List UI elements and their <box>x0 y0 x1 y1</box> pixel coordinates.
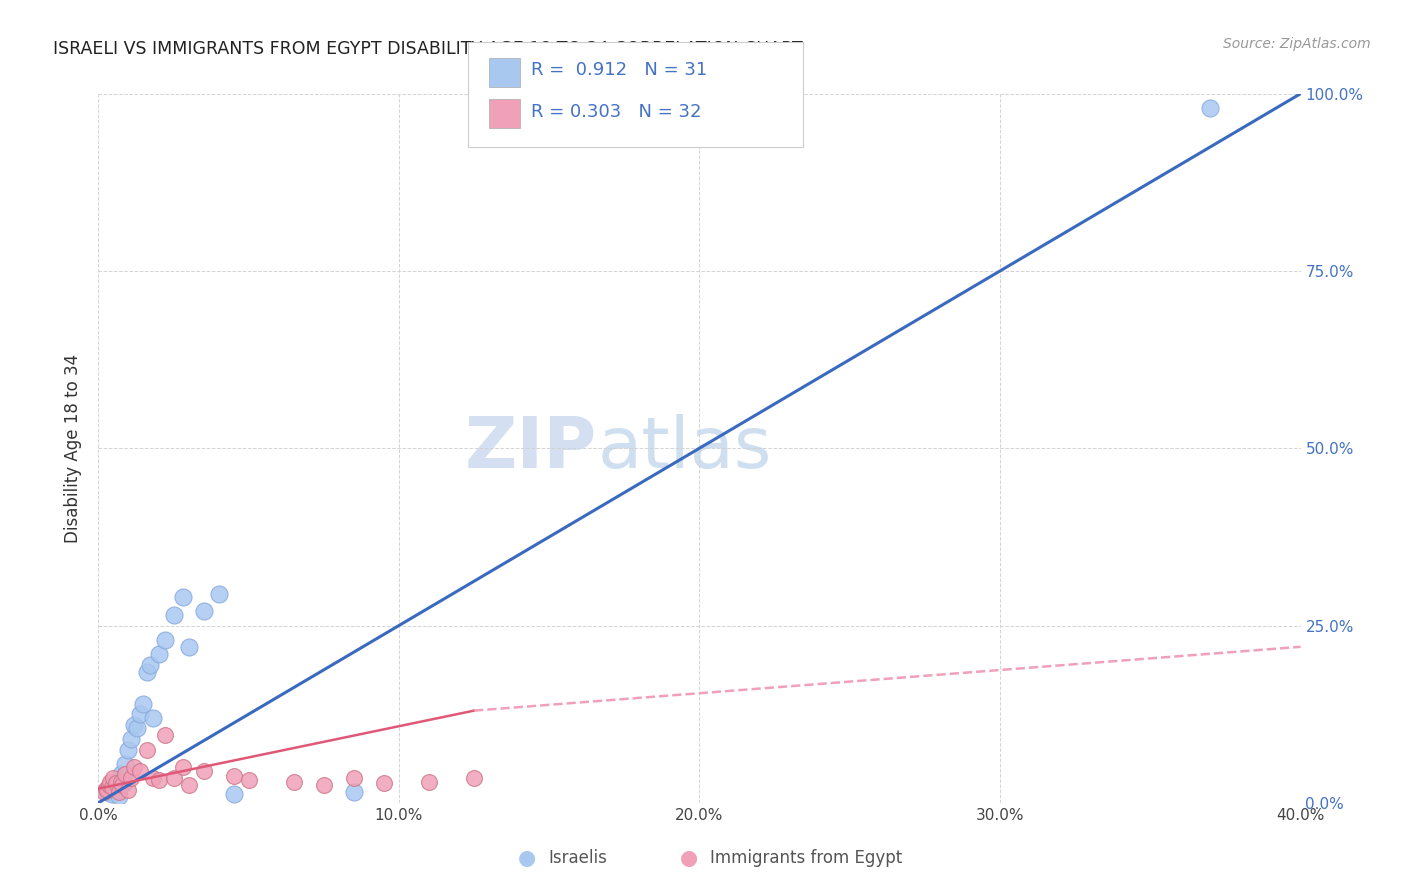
Point <box>373 776 395 790</box>
Point <box>153 728 176 742</box>
Point <box>127 722 149 736</box>
Point <box>208 586 231 600</box>
Point <box>97 778 120 792</box>
Point <box>117 783 139 797</box>
Point <box>193 604 215 618</box>
Text: Source: ZipAtlas.com: Source: ZipAtlas.com <box>1223 37 1371 52</box>
Point <box>1199 101 1222 115</box>
Point <box>103 778 125 792</box>
Point <box>312 778 335 792</box>
Point <box>135 742 157 756</box>
Point <box>112 776 135 790</box>
Point <box>463 771 485 785</box>
Text: R = 0.303   N = 32: R = 0.303 N = 32 <box>531 103 702 121</box>
Point <box>108 785 131 799</box>
Text: ●: ● <box>519 848 536 868</box>
Point <box>141 711 163 725</box>
Point <box>114 767 136 781</box>
Point <box>100 781 122 796</box>
Point <box>104 783 127 797</box>
Point <box>100 774 122 789</box>
Text: ●: ● <box>681 848 697 868</box>
Text: ZIP: ZIP <box>465 414 598 483</box>
Point <box>141 771 163 785</box>
Point <box>103 771 125 785</box>
Point <box>108 789 131 803</box>
Point <box>132 697 155 711</box>
Point <box>111 778 134 792</box>
Point <box>110 774 132 789</box>
Point <box>110 767 132 781</box>
Point <box>94 781 117 796</box>
Point <box>177 778 200 792</box>
Point <box>105 776 128 790</box>
Text: R =  0.912   N = 31: R = 0.912 N = 31 <box>531 62 707 79</box>
Point <box>129 764 152 778</box>
Point <box>101 780 124 795</box>
Text: Israelis: Israelis <box>548 849 607 867</box>
Point <box>107 780 129 795</box>
Point <box>172 760 194 774</box>
Point <box>129 707 152 722</box>
Point <box>343 771 366 785</box>
Point <box>222 769 245 783</box>
Y-axis label: Disability Age 18 to 34: Disability Age 18 to 34 <box>65 353 83 543</box>
Point <box>138 657 160 672</box>
Point <box>101 787 124 801</box>
Point <box>148 647 170 661</box>
Text: atlas: atlas <box>598 414 772 483</box>
Point <box>193 764 215 778</box>
Point <box>96 783 118 797</box>
Point <box>121 731 143 746</box>
Point <box>96 785 118 799</box>
Point <box>121 771 143 785</box>
Point <box>153 632 176 647</box>
Point <box>124 760 146 774</box>
Point <box>172 590 194 604</box>
Point <box>135 665 157 679</box>
Point <box>111 771 134 785</box>
Point <box>117 742 139 756</box>
Point <box>114 756 136 771</box>
Point <box>105 774 128 789</box>
Point <box>238 773 260 788</box>
Point <box>148 773 170 788</box>
Point <box>343 785 366 799</box>
Point <box>222 787 245 801</box>
Point <box>283 774 305 789</box>
Point <box>162 771 184 785</box>
Text: ISRAELI VS IMMIGRANTS FROM EGYPT DISABILITY AGE 18 TO 34 CORRELATION CHART: ISRAELI VS IMMIGRANTS FROM EGYPT DISABIL… <box>53 40 803 58</box>
Point <box>124 718 146 732</box>
Point <box>162 607 184 622</box>
Point <box>418 774 440 789</box>
Text: Immigrants from Egypt: Immigrants from Egypt <box>710 849 903 867</box>
Point <box>177 640 200 654</box>
Point <box>93 785 115 799</box>
